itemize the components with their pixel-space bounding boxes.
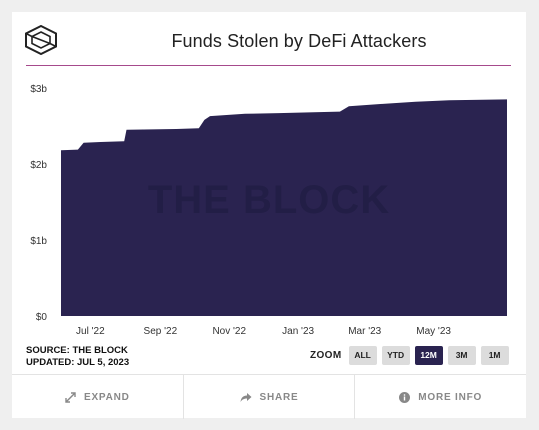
x-tick-label: Jul '22 — [76, 326, 105, 337]
zoom-3m-button[interactable]: 3M — [447, 345, 476, 365]
expand-arrows-icon — [65, 391, 76, 403]
x-tick-label: Nov '22 — [212, 326, 246, 337]
x-tick-label: May '23 — [416, 326, 451, 337]
area-series — [61, 99, 507, 317]
y-tick-label: $1b — [30, 236, 47, 247]
x-tick-label: Mar '23 — [348, 326, 381, 337]
expand-label: EXPAND — [83, 391, 130, 403]
zoom-ytd-button[interactable]: YTD — [381, 345, 410, 365]
the-block-cube-icon — [25, 25, 57, 55]
x-tick-label: Jan '23 — [282, 326, 314, 337]
title-divider — [26, 65, 511, 66]
more-info-button[interactable]: MORE INFO — [354, 375, 526, 419]
watermark-text: THE BLOCK — [148, 178, 390, 222]
expand-button[interactable]: EXPAND — [12, 375, 183, 419]
zoom-label: ZOOM — [310, 349, 342, 361]
share-arrow-icon — [240, 392, 252, 403]
zoom-1m-button[interactable]: 1M — [480, 345, 509, 365]
zoom-12m-button[interactable]: 12M — [414, 345, 443, 365]
more-info-label: MORE INFO — [418, 391, 483, 403]
zoom-all-button[interactable]: ALL — [348, 345, 377, 365]
source-text: SOURCE: THE BLOCK — [26, 345, 128, 356]
y-tick-label: $0 — [36, 312, 48, 323]
card-footer: EXPAND SHARE MORE INFO — [12, 374, 526, 419]
info-circle-icon — [399, 391, 411, 403]
share-label: SHARE — [259, 391, 299, 403]
chart-plot: THE BLOCK $0 $1b $2b $3b Jul '22 Sep '22 Nov '2… — [30, 84, 507, 337]
y-tick-label: $3b — [30, 84, 47, 95]
chart-title: Funds Stolen by DeFi Attackers — [171, 31, 427, 51]
updated-text: UPDATED: JUL 5, 2023 — [26, 357, 130, 368]
y-tick-label: $2b — [30, 160, 47, 171]
chart-header: Funds Stolen by DeFi Attackers — [12, 12, 526, 66]
x-tick-label: Sep '22 — [144, 326, 178, 337]
share-button[interactable]: SHARE — [182, 375, 355, 419]
source-block: SOURCE: THE BLOCK UPDATED: JUL 5, 2023 — [26, 345, 129, 369]
chart-card: Funds Stolen by DeFi Attackers THE BLOCK… — [12, 12, 526, 419]
zoom-controls: ZOOM ALL YTD 12M 3M 1M — [310, 345, 514, 365]
